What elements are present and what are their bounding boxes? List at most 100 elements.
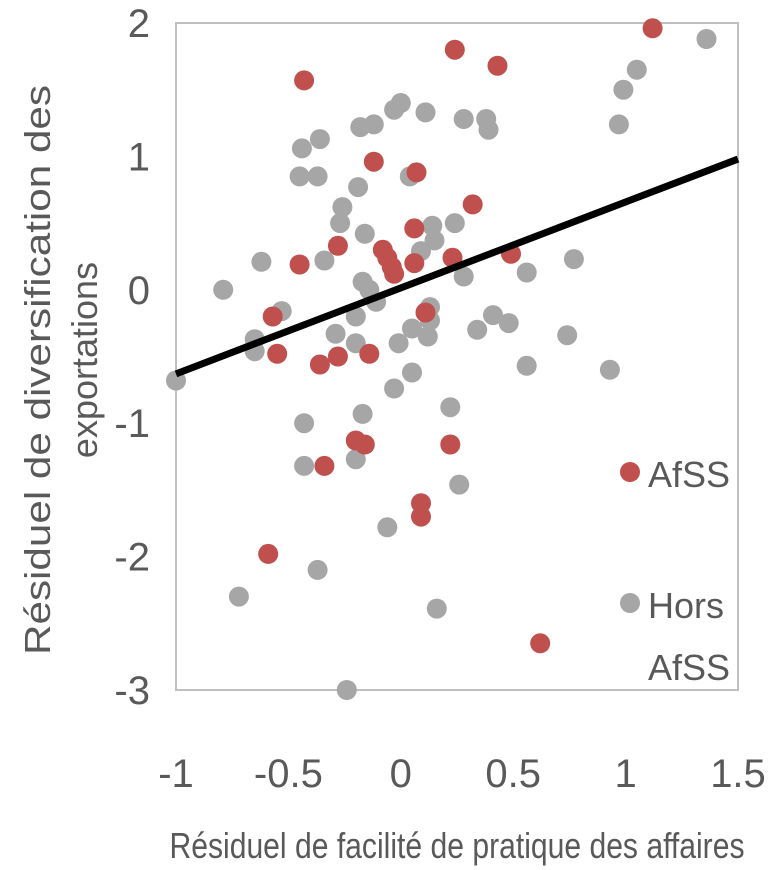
x-tick-label-3: 0.5: [485, 752, 541, 796]
afss-point-13: [384, 263, 405, 284]
afss-point-12: [289, 254, 310, 275]
hors-afss-point-18: [332, 197, 353, 218]
hors-afss-point-1: [626, 59, 647, 80]
hors-afss-point-58: [345, 449, 366, 470]
hors-afss-point-42: [498, 313, 519, 334]
hors-afss-point-3: [608, 114, 629, 135]
hors-afss-point-27: [563, 249, 584, 270]
hors-afss-point-55: [440, 397, 461, 418]
x-tick-label-5: 1.5: [710, 752, 766, 796]
afss-point-1: [444, 39, 465, 60]
hors-afss-point-43: [557, 325, 578, 346]
legend: AfSS Hors AfSS: [620, 454, 730, 688]
hors-afss-point-13: [309, 129, 330, 150]
hors-afss-point-31: [213, 279, 234, 300]
legend-label-hors-line-1: Hors: [648, 585, 724, 626]
hors-afss-point-5: [384, 99, 405, 120]
trendline: [174, 155, 740, 378]
hors-afss-point-38: [417, 326, 438, 347]
y-tick-labels: 2 1 0 -1 -2 -3: [114, 2, 150, 713]
hors-afss-point-39: [402, 318, 422, 339]
hors-afss-point-14: [289, 166, 310, 187]
hors-afss-point-50: [516, 355, 537, 376]
hors-afss-point-51: [599, 359, 620, 380]
hors-afss-point-29: [453, 266, 474, 287]
afss-point-28: [411, 506, 431, 527]
y-tick-label-1: 1: [128, 135, 150, 179]
hors-afss-point-47: [345, 333, 366, 354]
afss-point-19: [267, 343, 288, 364]
y-tick-label-0: 2: [128, 2, 150, 46]
y-axis-label-line-2: exportations: [64, 262, 105, 458]
hors-afss-point-56: [294, 413, 315, 434]
x-tick-label-2: 0: [390, 752, 412, 796]
hors-afss-point-53: [384, 378, 405, 399]
hors-afss-point-57: [294, 455, 315, 476]
hors-afss-point-23: [424, 230, 445, 251]
legend-marker-hors-afss: [620, 593, 640, 613]
afss-point-22: [359, 343, 380, 364]
hors-afss-point-41: [483, 305, 503, 326]
hors-afss-point-61: [307, 559, 328, 580]
hors-afss-point-20: [354, 223, 375, 244]
hors-afss-point-9: [478, 119, 499, 140]
hors-afss-point-0: [696, 29, 717, 49]
y-tick-label-5: -3: [114, 669, 150, 713]
afss-point-14: [404, 253, 425, 274]
afss-point-6: [462, 194, 483, 215]
hors-afss-point-6: [415, 102, 436, 123]
hors-afss-point-11: [363, 114, 384, 135]
hors-afss-point-26: [314, 250, 335, 271]
hors-afss-point-64: [336, 680, 357, 700]
legend-label-hors-line-2: AfSS: [648, 647, 730, 688]
hors-afss-point-49: [402, 362, 422, 383]
hors-afss-point-28: [516, 262, 537, 283]
hors-afss-point-54: [352, 403, 373, 424]
hors-afss-point-16: [348, 177, 369, 198]
afss-point-25: [440, 434, 461, 455]
y-axis-label: Résiduel de diversification des exportat…: [17, 85, 105, 655]
x-tick-labels: -1 -0.5 0 0.5 1 1.5: [158, 752, 766, 796]
x-tick-label-4: 1: [614, 752, 636, 796]
legend-label-afss: AfSS: [648, 454, 730, 495]
afss-point-17: [262, 306, 283, 327]
y-tick-label-4: -2: [114, 536, 150, 580]
afss-point-21: [327, 346, 348, 367]
afss-point-29: [258, 543, 279, 564]
afss-point-30: [530, 633, 551, 654]
hors-afss-point-22: [444, 213, 465, 234]
hors-afss-point-25: [251, 251, 272, 272]
afss-point-24: [354, 434, 375, 455]
afss-point-5: [406, 162, 427, 183]
afss-point-18: [415, 302, 436, 323]
hors-afss-point-35: [345, 306, 366, 327]
hors-afss-points: [166, 29, 717, 700]
hors-afss-point-60: [377, 517, 398, 538]
y-tick-label-3: -1: [114, 402, 150, 446]
afss-point-20: [309, 354, 330, 375]
afss-point-8: [327, 235, 348, 256]
hors-afss-point-48: [388, 333, 409, 354]
afss-point-4: [363, 151, 384, 172]
hors-afss-point-19: [330, 213, 351, 234]
hors-afss-point-44: [325, 323, 346, 344]
legend-marker-afss: [620, 462, 640, 482]
hors-afss-point-7: [453, 109, 474, 129]
afss-point-7: [404, 218, 425, 239]
hors-afss-point-12: [291, 138, 312, 159]
afss-point-3: [294, 70, 315, 91]
hors-afss-point-40: [467, 319, 488, 340]
afss-points: [258, 18, 663, 654]
hors-afss-point-63: [426, 598, 447, 619]
afss-point-26: [314, 455, 335, 476]
afss-point-2: [487, 55, 508, 76]
hors-afss-point-2: [613, 79, 634, 100]
hors-afss-point-15: [307, 166, 328, 187]
x-axis-label: Résiduel de facilité de pratique des aff…: [170, 825, 745, 866]
y-tick-label-2: 0: [128, 269, 150, 313]
plot-frame: [175, 22, 739, 691]
x-tick-label-1: -0.5: [254, 752, 323, 796]
x-tick-label-0: -1: [158, 752, 194, 796]
hors-afss-point-59: [449, 474, 470, 495]
